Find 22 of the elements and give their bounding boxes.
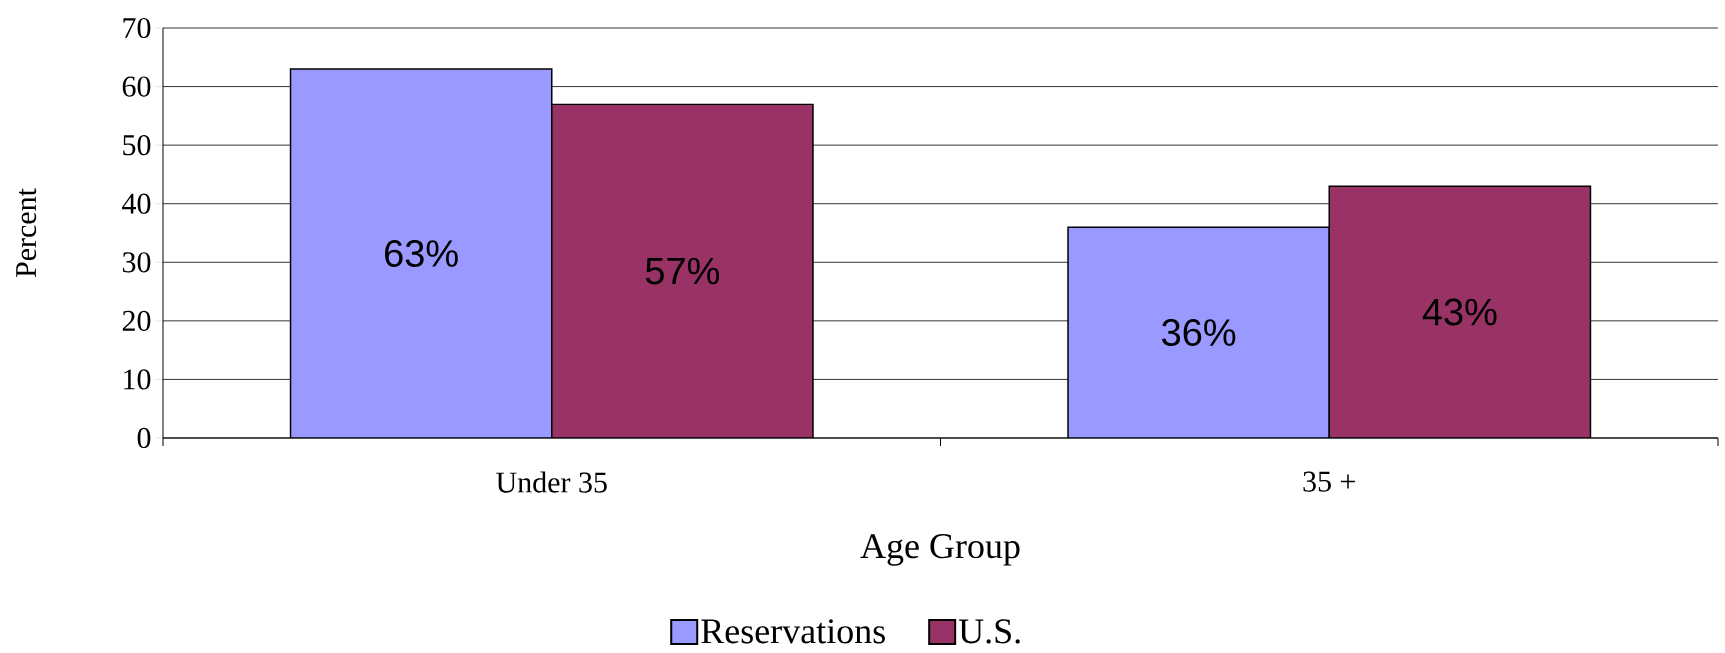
legend-label: U.S. xyxy=(958,619,1020,644)
bar xyxy=(1067,226,1330,438)
y-axis-title: Percent xyxy=(16,188,37,278)
data-label: 36% xyxy=(1162,319,1236,347)
legend-label: Reservations xyxy=(701,619,885,644)
y-tick-label: 30 xyxy=(122,252,151,273)
x-tick-label: Under 35 xyxy=(496,471,607,493)
data-label: 57% xyxy=(645,257,720,285)
y-tick-label: 0 xyxy=(137,427,151,449)
y-tick-label: 70 xyxy=(123,17,151,39)
data-label: 43% xyxy=(1422,298,1497,326)
bar xyxy=(1328,185,1592,438)
data-label: 63% xyxy=(385,240,458,267)
y-tick-label: 60 xyxy=(122,76,151,97)
bar xyxy=(551,103,814,438)
y-tick-label: 10 xyxy=(124,369,151,390)
bar xyxy=(289,68,553,438)
y-tick-label: 50 xyxy=(123,135,151,156)
x-axis-title: Age Group xyxy=(860,534,1020,566)
x-tick-label: 35 + xyxy=(1303,471,1355,492)
y-tick-label: 40 xyxy=(122,193,151,214)
y-tick-label: 20 xyxy=(122,310,151,331)
